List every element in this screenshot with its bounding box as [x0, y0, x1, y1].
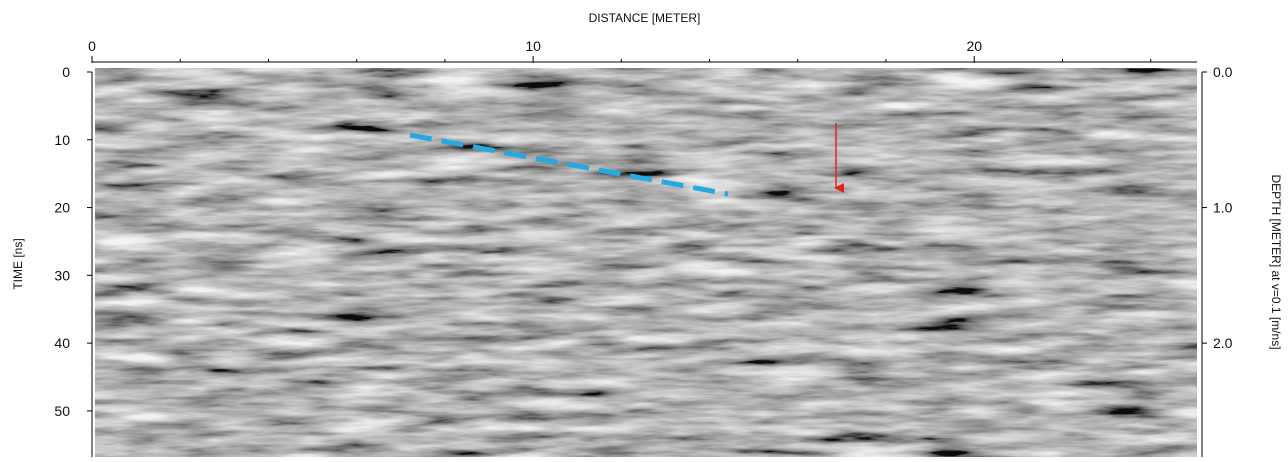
interpreted-reflector [409, 132, 729, 197]
y2-tick-label: 1.0 [1213, 200, 1233, 216]
x-tick-label: 10 [525, 38, 541, 54]
y-tick-label: 50 [54, 403, 70, 419]
y-tick-label: 20 [54, 200, 70, 216]
y-axis-title: TIME [ns] [11, 238, 25, 289]
axes: DISTANCE [METER] TIME [ns] DEPTH [METER] a… [11, 11, 1283, 457]
x-tick-label: 0 [88, 38, 96, 54]
y2-tick-label: 0.0 [1213, 64, 1233, 80]
y2-tick-label: 2.0 [1213, 335, 1233, 351]
x-tick-label: 20 [966, 38, 982, 54]
x-axis-title: DISTANCE [METER] [589, 11, 701, 25]
radargram-image [95, 68, 1197, 457]
y2-axis-title: DEPTH [METER] at v=0.1 [m/ns] [1269, 174, 1283, 349]
y-tick-label: 10 [54, 132, 70, 148]
y-tick-label: 0 [62, 64, 70, 80]
y-tick-label: 40 [54, 335, 70, 351]
y-tick-label: 30 [54, 267, 70, 283]
